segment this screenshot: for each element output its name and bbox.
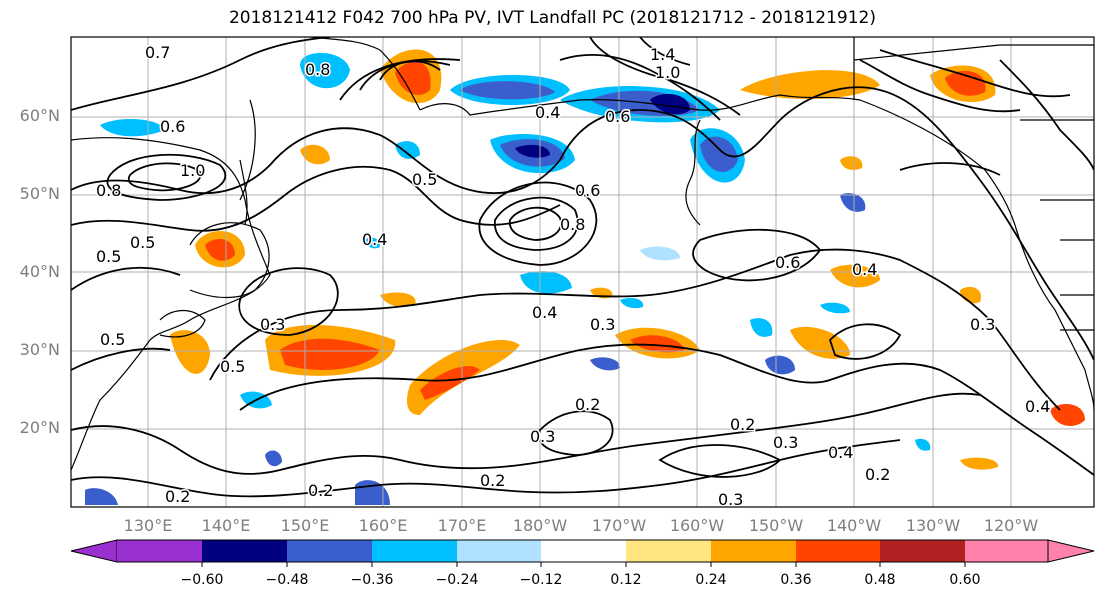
contour-label: 0.3 (773, 433, 798, 452)
lat-label: 40°N (19, 262, 60, 281)
colorbar-bin (711, 540, 796, 562)
colorbar-tick-label: −0.36 (350, 572, 394, 588)
contour-label: 0.5 (96, 247, 121, 266)
contour-label: 0.6 (605, 107, 630, 126)
lon-label: 140°E (201, 516, 251, 535)
lon-label: 130°W (905, 516, 961, 535)
contour-label: 0.3 (590, 315, 615, 334)
colorbar-bin (626, 540, 711, 562)
contour-label: 1.0 (655, 63, 680, 82)
lon-label: 130°E (123, 516, 173, 535)
lat-label: 60°N (19, 106, 60, 125)
colorbar-extend-low (70, 539, 118, 563)
colorbar-tick-label: −0.12 (519, 572, 563, 588)
colorbar-bin (287, 540, 372, 562)
contour-label: 0.2 (865, 465, 890, 484)
contour-label: 0.8 (560, 215, 585, 234)
contour-label: 0.8 (96, 181, 121, 200)
colorbar-tick-label: 0.48 (864, 572, 896, 588)
contour-label: 0.6 (160, 117, 185, 136)
contour-label: 1.4 (650, 45, 675, 64)
contour-label: 0.3 (970, 315, 995, 334)
map-frame (70, 36, 1095, 508)
contour-label: 0.2 (575, 395, 600, 414)
contour-label: 0.4 (1025, 397, 1050, 416)
colorbar (70, 539, 1095, 567)
lat-label: 50°N (19, 184, 60, 203)
lon-label: 180°W (512, 516, 568, 535)
colorbar-bin (880, 540, 965, 562)
colorbar-tick-label: 0.12 (610, 572, 642, 588)
contour-labels: 0.7 0.6 0.8 1.0 0.5 0.8 0.4 0.6 1.0 1.4 … (95, 42, 1052, 509)
lon-label: 160°E (358, 516, 408, 535)
colorbar-tick-label: 0.36 (780, 572, 812, 588)
contour-label: 0.7 (145, 43, 170, 62)
colorbar-tick-label: −0.48 (265, 572, 309, 588)
colorbar-tick-label: 0.60 (949, 572, 981, 588)
colorbar-bin (457, 540, 541, 562)
colorbar-tick-label: −0.60 (180, 572, 224, 588)
contour-label: 0.4 (852, 260, 877, 279)
lat-label: 30°N (19, 340, 60, 359)
colorbar-bin (796, 540, 880, 562)
lon-label: 120°W (983, 516, 1039, 535)
contour-label: 0.5 (412, 170, 437, 189)
contour-label: 0.3 (530, 427, 555, 446)
colorbar-extend-high (1047, 539, 1095, 563)
contour-label: 0.5 (130, 233, 155, 252)
contour-label: 1.0 (180, 161, 205, 180)
contour-label: 0.5 (100, 330, 125, 349)
lon-label: 150°E (280, 516, 330, 535)
colorbar-bin (965, 540, 1048, 562)
colorbar-tick-label: 0.24 (695, 572, 727, 588)
contour-label: 0.4 (828, 443, 853, 462)
contour-label: 0.2 (480, 471, 505, 490)
contour-label: 0.6 (775, 253, 800, 272)
contour-label: 0.8 (305, 60, 330, 79)
contour-label: 0.3 (260, 315, 285, 334)
lat-label: 20°N (19, 418, 60, 437)
contour-label: 0.4 (532, 303, 557, 322)
pv-contours (71, 37, 1094, 498)
colorbar-tick-label: −0.24 (435, 572, 479, 588)
map-title: 2018121412 F042 700 hPa PV, IVT Landfall… (228, 8, 876, 28)
colorbar-bin (372, 540, 457, 562)
negative-anomaly-shading (85, 52, 931, 505)
contour-label: 0.4 (535, 103, 560, 122)
lon-label: 140°W (826, 516, 882, 535)
colorbar-bin (202, 540, 287, 562)
contour-label: 0.2 (165, 487, 190, 506)
colorbar-bin (541, 540, 626, 562)
lon-label: 170°E (437, 516, 487, 535)
lon-label: 170°W (591, 516, 647, 535)
coastlines (71, 37, 1094, 471)
contour-label: 0.2 (730, 415, 755, 434)
contour-label: 0.5 (220, 357, 245, 376)
contour-label: 0.2 (308, 481, 333, 500)
lon-label: 150°W (748, 516, 804, 535)
contour-label: 0.3 (718, 490, 743, 509)
contour-label: 0.6 (575, 181, 600, 200)
contour-label: 0.4 (362, 230, 387, 249)
colorbar-bin (117, 540, 202, 562)
lon-label: 160°W (669, 516, 725, 535)
